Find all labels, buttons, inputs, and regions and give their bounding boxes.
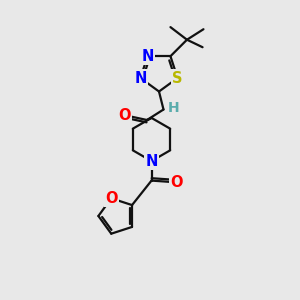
Text: O: O [118, 108, 131, 123]
Text: O: O [170, 175, 182, 190]
Text: N: N [141, 49, 154, 64]
Text: S: S [172, 70, 183, 86]
Text: H: H [168, 101, 180, 115]
Text: O: O [105, 191, 118, 206]
Text: N: N [134, 70, 147, 86]
Text: N: N [145, 154, 158, 169]
